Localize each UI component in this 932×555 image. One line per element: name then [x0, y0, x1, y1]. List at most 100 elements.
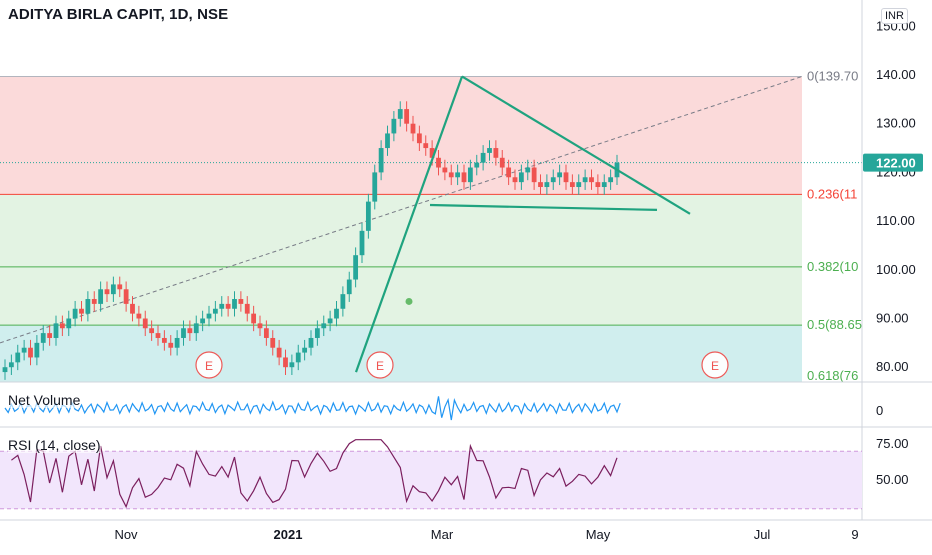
candle-body [589, 177, 594, 183]
candle-body [512, 177, 518, 183]
candle-body [404, 109, 410, 124]
pattern-uptrend-line [354, 76, 464, 373]
candle-body [98, 289, 104, 304]
candle-body [257, 323, 263, 329]
candle-body [110, 284, 116, 295]
time-tick: 9 [851, 527, 858, 542]
candle-body [283, 357, 288, 368]
price-tick: 80.00 [876, 359, 909, 374]
candle-body [576, 182, 582, 188]
earnings-marker-label: E [376, 359, 384, 373]
candle-body [85, 299, 91, 314]
candle-body [557, 172, 563, 178]
pattern-resistance-line [461, 75, 691, 215]
fib-label: 0.5(88.65 [807, 317, 862, 332]
currency-badge[interactable]: INR [881, 8, 908, 24]
candle-body [142, 318, 148, 329]
candle-body [149, 328, 155, 334]
candle-body [40, 333, 46, 343]
candle-body [200, 318, 206, 324]
candle-body [8, 362, 14, 368]
candle-body [550, 177, 556, 183]
candle-body [601, 182, 607, 188]
candle-body [365, 201, 371, 231]
candle-body [455, 172, 461, 178]
time-tick: 2021 [274, 527, 303, 542]
candle-body [289, 362, 295, 368]
candle-body [467, 167, 473, 183]
candle-body [238, 299, 244, 304]
candle-body [79, 308, 84, 314]
earnings-marker [701, 351, 729, 379]
candle-body [334, 308, 339, 319]
pattern-support-line [429, 203, 658, 211]
price-tick: 110.00 [876, 213, 915, 228]
candle-body [206, 313, 212, 319]
volume-tick: 0 [876, 403, 883, 418]
candle-body [595, 182, 601, 188]
candle-body [187, 328, 193, 334]
candle-body [251, 313, 257, 324]
fib-label: 0.236(11 [807, 186, 857, 201]
candle-body [53, 323, 59, 338]
candle-body [436, 157, 441, 168]
price-tick: 140.00 [876, 67, 916, 82]
candle-body [161, 337, 167, 343]
rsi-label[interactable]: RSI (14, close) [8, 437, 101, 453]
time-tick: Jul [754, 527, 771, 542]
candle-body [308, 337, 314, 348]
candle-body [359, 230, 365, 256]
price-tick: 90.00 [876, 311, 909, 326]
fib-label: 0.618(76 [807, 368, 858, 383]
candle-body [321, 323, 327, 329]
price-tick: 130.00 [876, 116, 916, 131]
candle-body [181, 328, 186, 338]
candle-body [123, 289, 129, 304]
candle-body [487, 148, 492, 153]
candle-body [263, 328, 269, 338]
candle-body [34, 342, 40, 358]
candle-body [168, 342, 174, 348]
price-axis-bg [862, 0, 932, 382]
candle-body [47, 333, 53, 338]
candle-body [499, 157, 505, 168]
candle-body [544, 182, 550, 188]
marker-dot [405, 297, 413, 305]
candle-body [397, 109, 403, 119]
rsi-tick: 50.00 [876, 472, 909, 487]
candle-body [136, 313, 142, 319]
earnings-marker-label: E [205, 359, 213, 373]
candle-body [461, 172, 467, 183]
candle-body [410, 123, 416, 134]
candle-body [423, 143, 429, 149]
candle-body [518, 172, 524, 183]
candle-body [416, 133, 422, 144]
candle-body [66, 318, 72, 329]
candle-body [117, 284, 123, 290]
earnings-marker [366, 351, 394, 379]
dashed-trendline [0, 75, 803, 344]
candle-body [353, 255, 359, 280]
candle-body [174, 337, 180, 348]
net-volume-label[interactable]: Net Volume [8, 392, 81, 408]
candle-body [130, 303, 135, 314]
candle-body [391, 118, 397, 134]
candle-body [372, 172, 378, 202]
candle-body [385, 133, 390, 149]
candle-body [474, 162, 480, 168]
candle-body [193, 323, 199, 334]
fib-zone-0236-05 [0, 194, 802, 326]
candle-body [448, 172, 454, 178]
candle-body [582, 177, 588, 183]
candle-body [104, 289, 110, 295]
rsi-line [11, 439, 618, 509]
candle-body [59, 323, 65, 329]
candle-body [531, 167, 537, 183]
rsi-tick: 75.00 [876, 436, 909, 451]
candle-body [225, 303, 231, 309]
candle-body [480, 152, 486, 163]
candle-body [232, 299, 237, 309]
candle-body [28, 347, 33, 358]
